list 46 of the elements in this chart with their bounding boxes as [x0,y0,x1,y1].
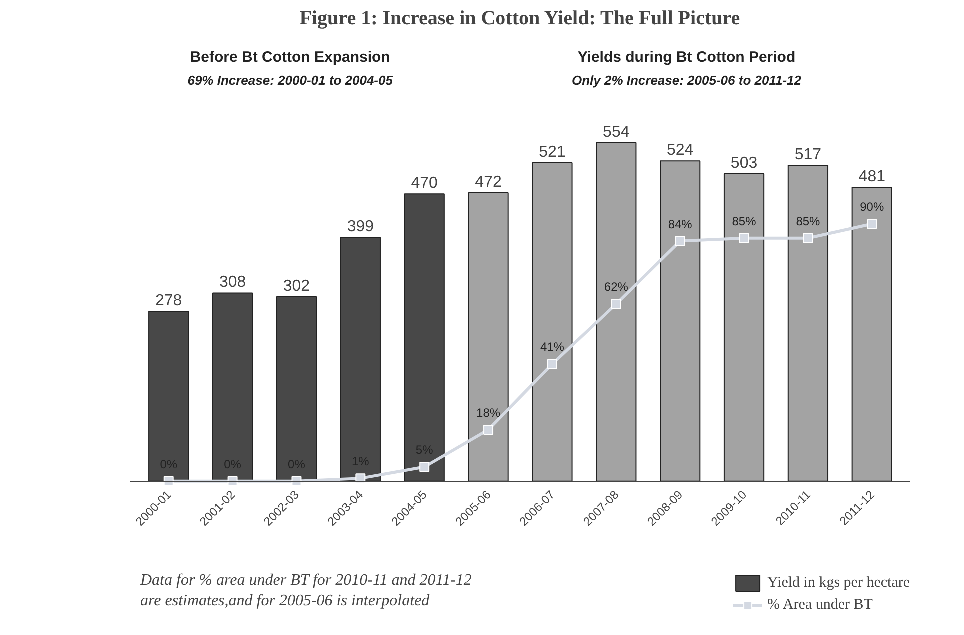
bar [596,142,637,482]
data-label: 481 [858,168,886,186]
data-label: 554 [603,124,630,141]
text: Before Bt Cotton Expansion [190,48,390,66]
text: Data for % area under BT for 2010-11 and 2011-12 are estimates,and for 2005-06 is interpolated [140,572,472,610]
text: 69% Increase: 2000-01 to 2004-05 [188,73,394,88]
point [739,233,750,244]
bar [852,186,892,482]
legend-label: % Area under BT [768,596,873,614]
data-label: 18% [476,406,501,420]
data-label: 84% [668,217,693,232]
data-label: 470 [411,175,438,192]
data-label: 85% [732,214,757,228]
data-label: 41% [540,340,565,354]
point [484,424,494,435]
data-label: 278 [156,292,182,310]
text: Only 2% Increase: 2005-06 to 2011-12 [572,73,802,88]
data-label: 517 [794,146,822,164]
point [867,219,878,230]
text: Yields during Bt Cotton Period [578,48,796,66]
data-label: 524 [666,142,694,160]
point [292,476,302,486]
bar [468,192,509,482]
bar [788,164,829,482]
data-label: 521 [539,144,566,162]
point [420,462,430,472]
bar [660,160,701,482]
point [611,299,622,310]
data-label: 62% [604,280,629,294]
point [356,474,366,484]
legend-label: Yield in kgs per hectare [768,574,910,592]
data-label: 85% [796,214,821,228]
point [164,476,174,486]
bar [532,162,573,482]
chart-title: Figure 1: Increase in Cotton Yield: The Full Picture [300,8,740,30]
point [675,236,686,246]
bar [724,174,765,482]
point [547,359,558,370]
data-label: 308 [219,274,246,292]
data-label: 399 [347,218,374,236]
data-label: 472 [475,174,502,191]
point [803,233,814,244]
data-label: 90% [860,200,884,214]
data-label: 503 [730,155,758,172]
data-label: 302 [283,278,310,295]
point [228,476,238,486]
